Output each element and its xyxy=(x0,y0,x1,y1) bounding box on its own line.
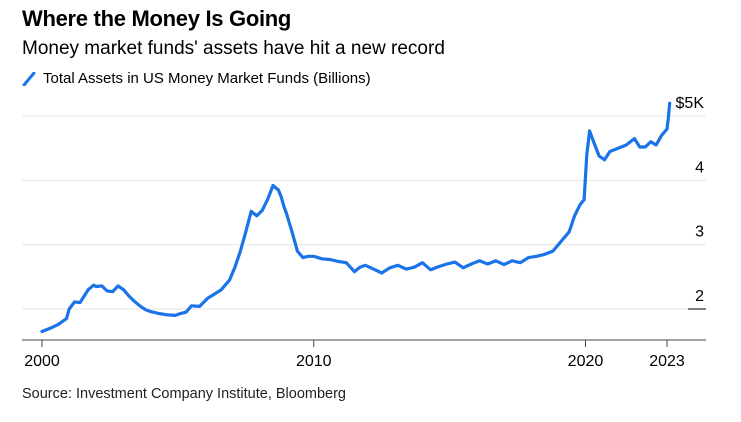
axes: $5K 4 3 2 2000 2010 2020 2023 xyxy=(22,95,706,370)
legend: Total Assets in US Money Market Funds (B… xyxy=(22,70,371,87)
line-chart: $5K 4 3 2 2000 2010 2020 2023 xyxy=(22,95,706,370)
series xyxy=(40,101,672,334)
x-tick-label: 2023 xyxy=(649,353,685,370)
y-tick-label: 4 xyxy=(695,159,704,176)
x-tick-label: 2010 xyxy=(296,353,332,370)
y-tick-label: $5K xyxy=(676,95,705,112)
chart-title: Where the Money Is Going xyxy=(22,6,292,31)
legend-label: Total Assets in US Money Market Funds (B… xyxy=(43,70,371,87)
x-tick-label: 2000 xyxy=(24,353,60,370)
y-tick-label: 3 xyxy=(695,224,704,241)
series-line xyxy=(40,101,672,334)
chart-subtitle: Money market funds' assets have hit a ne… xyxy=(22,38,445,59)
legend-swatch-icon xyxy=(22,71,36,86)
grid xyxy=(22,115,706,310)
y-tick-label: 2 xyxy=(695,288,704,305)
x-tick-label: 2020 xyxy=(568,353,604,370)
source-note: Source: Investment Company Institute, Bl… xyxy=(22,386,346,402)
